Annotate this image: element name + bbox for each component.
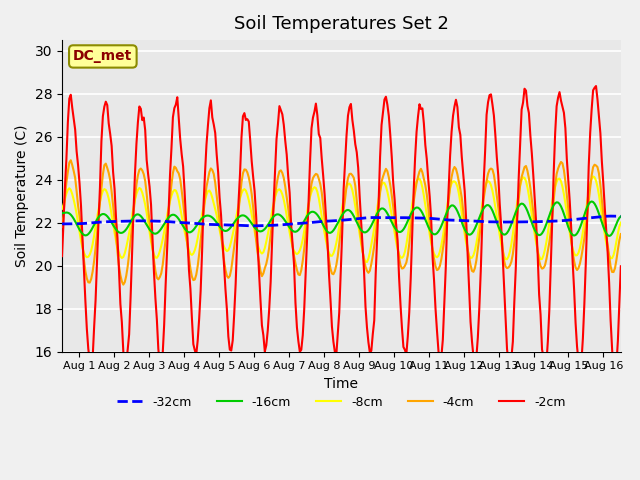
Text: DC_met: DC_met xyxy=(73,49,132,63)
Legend: -32cm, -16cm, -8cm, -4cm, -2cm: -32cm, -16cm, -8cm, -4cm, -2cm xyxy=(112,391,571,414)
X-axis label: Time: Time xyxy=(324,377,358,391)
Y-axis label: Soil Temperature (C): Soil Temperature (C) xyxy=(15,125,29,267)
Title: Soil Temperatures Set 2: Soil Temperatures Set 2 xyxy=(234,15,449,33)
